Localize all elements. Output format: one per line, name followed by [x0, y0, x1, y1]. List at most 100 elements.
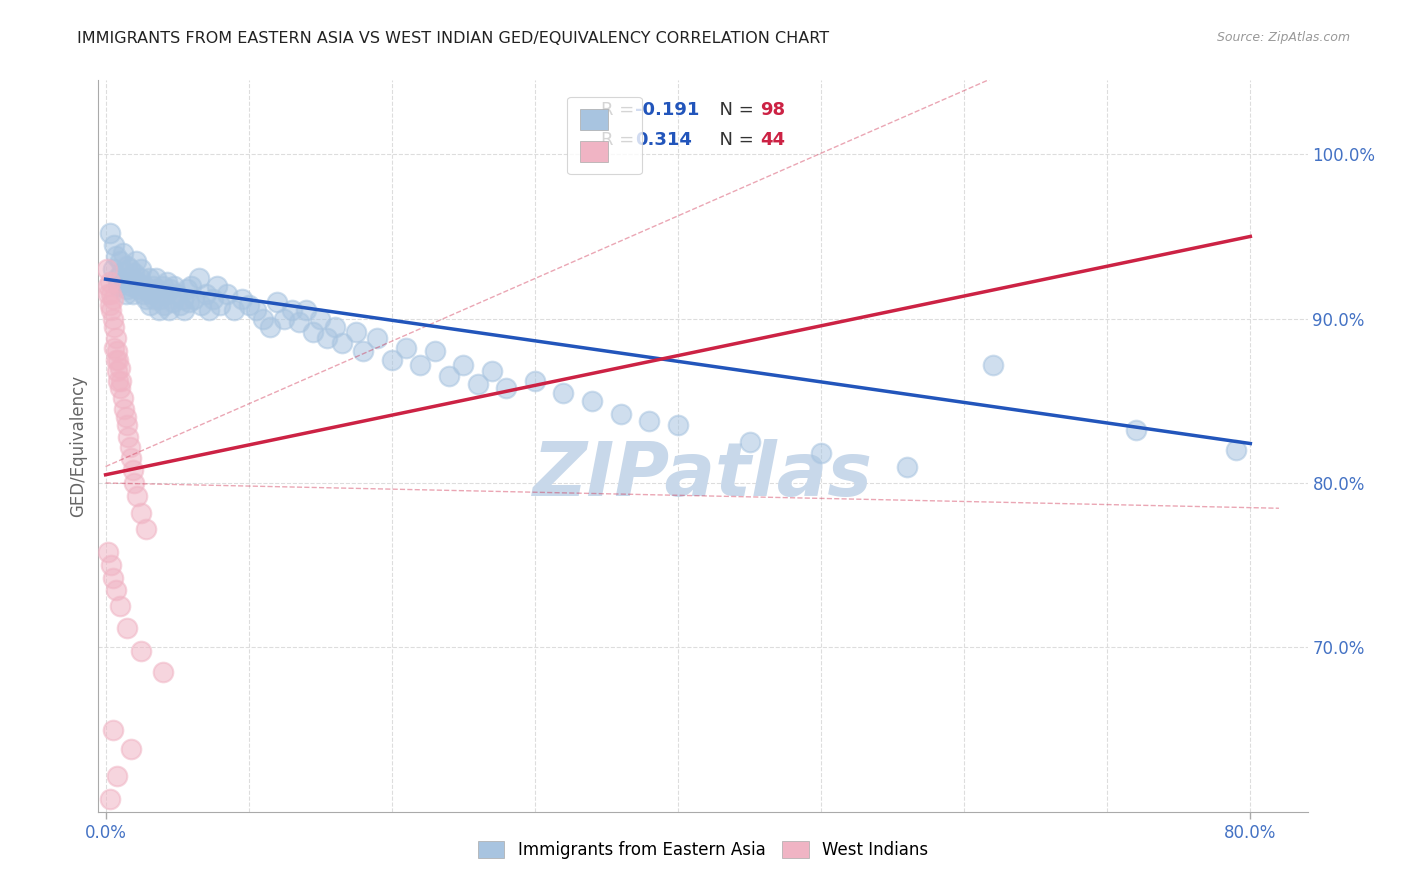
Y-axis label: GED/Equivalency: GED/Equivalency	[69, 375, 87, 517]
Point	[104, 249, 127, 263]
Point	[352, 344, 374, 359]
Point	[309, 311, 332, 326]
Point	[114, 410, 136, 425]
Point	[205, 278, 228, 293]
Point	[177, 295, 200, 310]
Point	[180, 278, 202, 293]
Point	[153, 298, 176, 312]
Text: R =: R =	[602, 130, 640, 149]
Point	[495, 381, 517, 395]
Text: R =: R =	[602, 102, 640, 120]
Point	[107, 352, 129, 367]
Point	[115, 259, 138, 273]
Point	[132, 287, 155, 301]
Point	[155, 287, 177, 301]
Point	[108, 254, 131, 268]
Point	[118, 440, 141, 454]
Point	[146, 282, 169, 296]
Text: N =: N =	[707, 102, 759, 120]
Point	[1125, 423, 1147, 437]
Point	[217, 287, 239, 301]
Point	[108, 599, 131, 614]
Point	[136, 282, 159, 296]
Point	[194, 287, 217, 301]
Text: -0.191: -0.191	[636, 102, 700, 120]
Point	[101, 311, 124, 326]
Point	[103, 341, 125, 355]
Point	[138, 270, 160, 285]
Point	[131, 643, 153, 657]
Point	[201, 292, 224, 306]
Point	[152, 278, 174, 293]
Point	[97, 287, 120, 301]
Point	[107, 374, 129, 388]
Point	[169, 298, 191, 312]
Point	[103, 237, 125, 252]
Point	[302, 325, 325, 339]
Point	[553, 385, 575, 400]
Point	[344, 325, 367, 339]
Point	[395, 341, 418, 355]
Point	[98, 791, 121, 805]
Point	[112, 402, 135, 417]
Point	[115, 418, 138, 433]
Point	[287, 315, 309, 329]
Text: N =: N =	[707, 130, 759, 149]
Point	[149, 292, 172, 306]
Point	[98, 298, 121, 312]
Point	[131, 262, 153, 277]
Point	[139, 298, 162, 312]
Text: 44: 44	[759, 130, 785, 149]
Point	[159, 282, 181, 296]
Point	[173, 303, 195, 318]
Point	[121, 287, 143, 301]
Point	[231, 292, 253, 306]
Point	[122, 475, 145, 490]
Point	[125, 489, 148, 503]
Point	[105, 768, 128, 782]
Point	[523, 374, 546, 388]
Point	[134, 278, 156, 293]
Point	[896, 459, 918, 474]
Point	[120, 278, 142, 293]
Point	[107, 278, 129, 293]
Point	[108, 381, 131, 395]
Point	[98, 276, 121, 290]
Point	[163, 278, 186, 293]
Point	[101, 262, 124, 277]
Point	[259, 319, 281, 334]
Point	[121, 463, 143, 477]
Point	[127, 282, 149, 296]
Point	[145, 270, 167, 285]
Point	[129, 270, 152, 285]
Point	[366, 331, 388, 345]
Point	[103, 319, 125, 334]
Point	[111, 245, 134, 260]
Point	[143, 292, 166, 306]
Point	[581, 393, 603, 408]
Point	[467, 377, 489, 392]
Point	[183, 292, 205, 306]
Point	[97, 278, 120, 293]
Text: ZIPatlas: ZIPatlas	[533, 439, 873, 512]
Point	[101, 571, 124, 585]
Point	[738, 434, 761, 449]
Point	[122, 266, 145, 280]
Point	[224, 303, 246, 318]
Point	[105, 344, 128, 359]
Point	[295, 303, 318, 318]
Text: 98: 98	[759, 102, 785, 120]
Point	[120, 742, 142, 756]
Point	[105, 270, 128, 285]
Point	[97, 545, 120, 559]
Point	[118, 262, 141, 277]
Point	[252, 311, 274, 326]
Point	[112, 276, 135, 290]
Point	[115, 282, 138, 296]
Point	[187, 270, 209, 285]
Point	[316, 331, 339, 345]
Point	[104, 582, 127, 597]
Point	[124, 254, 146, 268]
Point	[117, 430, 139, 444]
Point	[135, 522, 157, 536]
